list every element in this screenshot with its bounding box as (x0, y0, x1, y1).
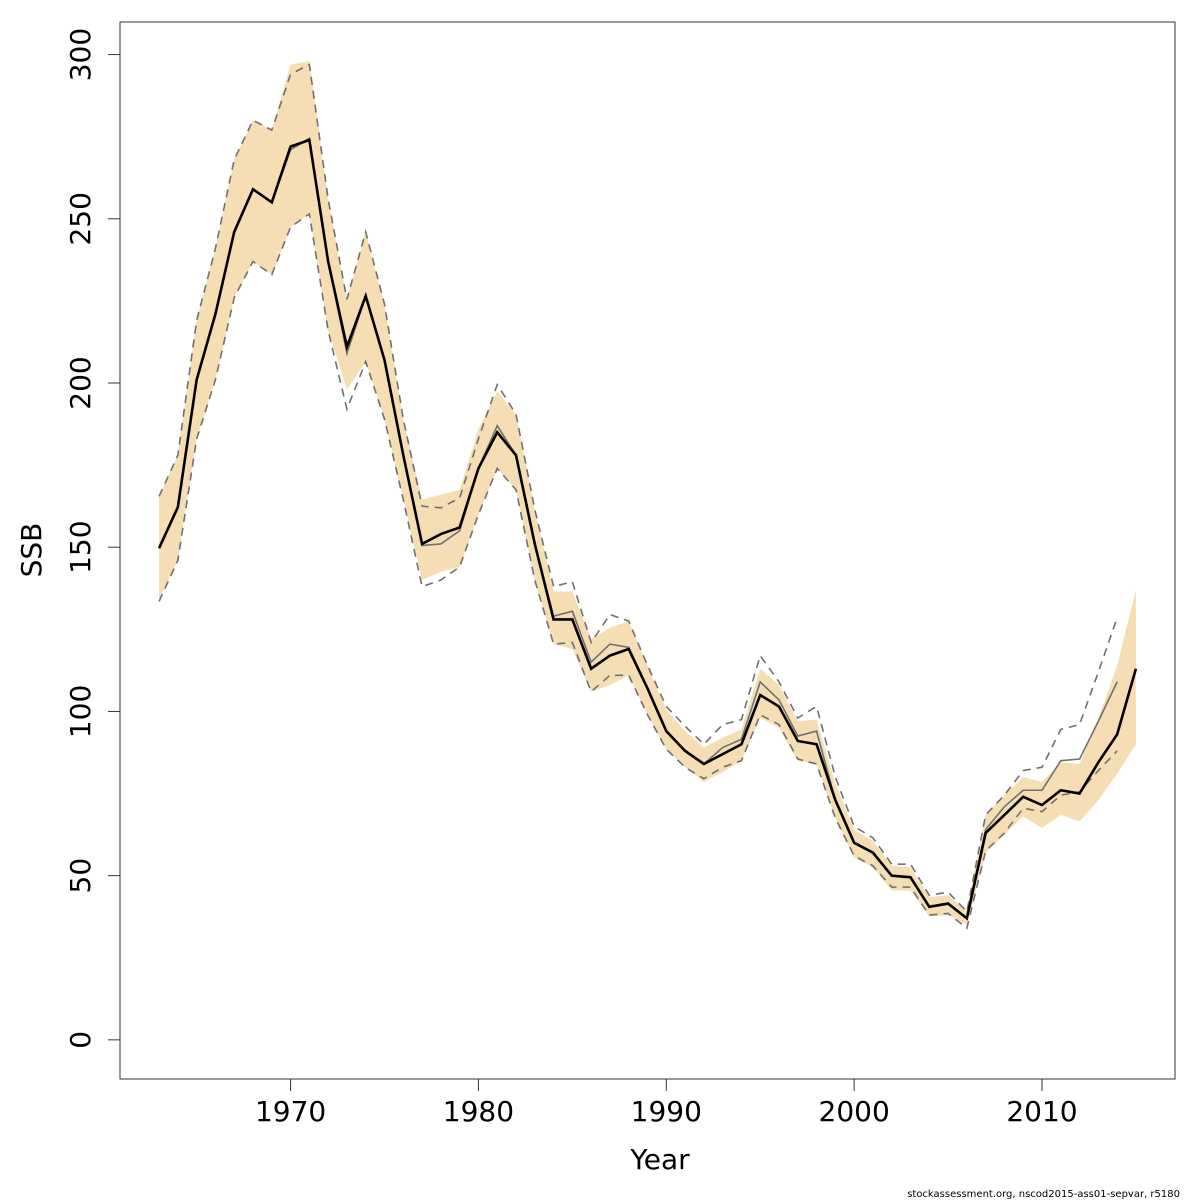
x-tick-label: 2000 (819, 1095, 890, 1128)
x-tick-label: 1990 (631, 1095, 702, 1128)
x-tick-label: 1980 (443, 1095, 514, 1128)
footer: stockassessment.org, nscod2015-ass01-sep… (907, 1189, 1180, 1200)
y-tick-label: 0 (64, 1031, 97, 1049)
y-tick-label: 300 (64, 28, 97, 81)
x-tick-label: 1970 (255, 1095, 326, 1128)
y-axis-label: SSB (15, 523, 48, 578)
x-tick-label: 2010 (1006, 1095, 1077, 1128)
series-line (157, 138, 1138, 921)
x-axis-label: Year (629, 1143, 690, 1176)
bound-line (158, 63, 1118, 914)
confidence-band (159, 61, 1136, 925)
series-line (158, 137, 1118, 920)
y-tick-label: 250 (64, 192, 97, 245)
y-tick-label: 50 (64, 858, 97, 894)
y-tick-label: 200 (64, 356, 97, 409)
y-tick-label: 100 (64, 685, 97, 738)
y-tick-label: 150 (64, 520, 97, 573)
bound-line (158, 212, 1118, 930)
plot-box (119, 21, 1176, 1080)
